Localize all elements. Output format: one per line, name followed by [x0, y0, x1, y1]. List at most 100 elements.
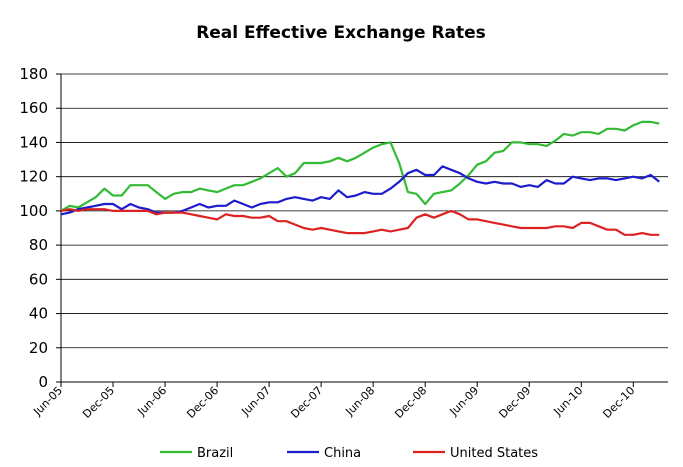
data-point — [78, 210, 79, 211]
data-point — [364, 233, 365, 234]
data-point — [468, 219, 469, 220]
data-point — [373, 231, 374, 232]
data-point — [69, 212, 70, 213]
data-point — [347, 233, 348, 234]
data-point — [69, 209, 70, 210]
data-point — [659, 123, 660, 124]
data-point — [286, 198, 287, 199]
data-point — [251, 217, 252, 218]
data-point — [216, 191, 217, 192]
data-point — [563, 133, 564, 134]
data-point — [234, 185, 235, 186]
data-point — [104, 188, 105, 189]
data-point — [303, 162, 304, 163]
data-point — [511, 183, 512, 184]
data-point — [338, 190, 339, 191]
data-point — [407, 227, 408, 228]
data-point — [615, 128, 616, 129]
data-point — [338, 231, 339, 232]
data-point — [399, 229, 400, 230]
data-point — [390, 188, 391, 189]
data-point — [321, 227, 322, 228]
data-point — [425, 214, 426, 215]
data-point — [407, 173, 408, 174]
x-tick-label: Dec-09 — [496, 384, 533, 421]
data-point — [659, 181, 660, 182]
data-point — [407, 191, 408, 192]
series-line-china — [60, 165, 660, 216]
series-lines — [60, 120, 660, 236]
data-point — [199, 203, 200, 204]
x-tick-label: Dec-08 — [392, 384, 429, 421]
data-point — [607, 229, 608, 230]
data-point — [555, 183, 556, 184]
data-point — [485, 221, 486, 222]
data-point — [598, 178, 599, 179]
data-point — [598, 226, 599, 227]
data-point — [156, 214, 157, 215]
data-point — [624, 178, 625, 179]
data-point — [225, 214, 226, 215]
series-line-brazil — [60, 120, 660, 212]
data-point — [130, 185, 131, 186]
data-point — [451, 210, 452, 211]
data-point — [260, 178, 261, 179]
data-point — [589, 132, 590, 133]
x-tick-label: Dec-06 — [184, 384, 221, 421]
data-point — [563, 226, 564, 227]
data-point — [295, 224, 296, 225]
data-point — [269, 202, 270, 203]
data-point — [164, 212, 165, 213]
data-point — [104, 203, 105, 204]
data-point — [243, 185, 244, 186]
x-tick-label: Dec-05 — [80, 384, 117, 421]
y-tick-label: 80 — [29, 236, 48, 254]
data-point — [78, 207, 79, 208]
data-point — [624, 234, 625, 235]
data-point — [555, 140, 556, 141]
data-point — [442, 214, 443, 215]
data-point — [520, 227, 521, 228]
y-tick-label: 180 — [19, 65, 48, 83]
data-point — [138, 185, 139, 186]
data-point — [78, 209, 79, 210]
data-point — [494, 181, 495, 182]
data-point — [329, 229, 330, 230]
data-point — [321, 197, 322, 198]
data-point — [86, 209, 87, 210]
data-point — [529, 144, 530, 145]
x-tick-label: Jun-06 — [134, 384, 169, 419]
data-point — [243, 215, 244, 216]
x-tick-label: Jun-09 — [447, 384, 482, 419]
data-point — [650, 121, 651, 122]
x-tick-label: Jun-07 — [238, 384, 273, 419]
data-point — [321, 162, 322, 163]
data-point — [425, 203, 426, 204]
series-points-china — [60, 166, 660, 215]
data-point — [147, 210, 148, 211]
data-point — [390, 142, 391, 143]
data-point — [216, 219, 217, 220]
data-point — [95, 209, 96, 210]
data-point — [650, 174, 651, 175]
data-point — [459, 214, 460, 215]
data-point — [182, 210, 183, 211]
data-point — [121, 195, 122, 196]
data-point — [433, 193, 434, 194]
data-point — [399, 181, 400, 182]
data-point — [312, 200, 313, 201]
data-point — [459, 173, 460, 174]
data-point — [173, 212, 174, 213]
data-point — [529, 185, 530, 186]
data-point — [468, 174, 469, 175]
y-tick-label: 120 — [19, 168, 48, 186]
data-point — [303, 227, 304, 228]
data-point — [355, 233, 356, 234]
data-point — [225, 188, 226, 189]
x-tick-label: Dec-10 — [600, 384, 637, 421]
data-point — [399, 162, 400, 163]
data-point — [208, 190, 209, 191]
data-point — [572, 227, 573, 228]
data-point — [598, 133, 599, 134]
